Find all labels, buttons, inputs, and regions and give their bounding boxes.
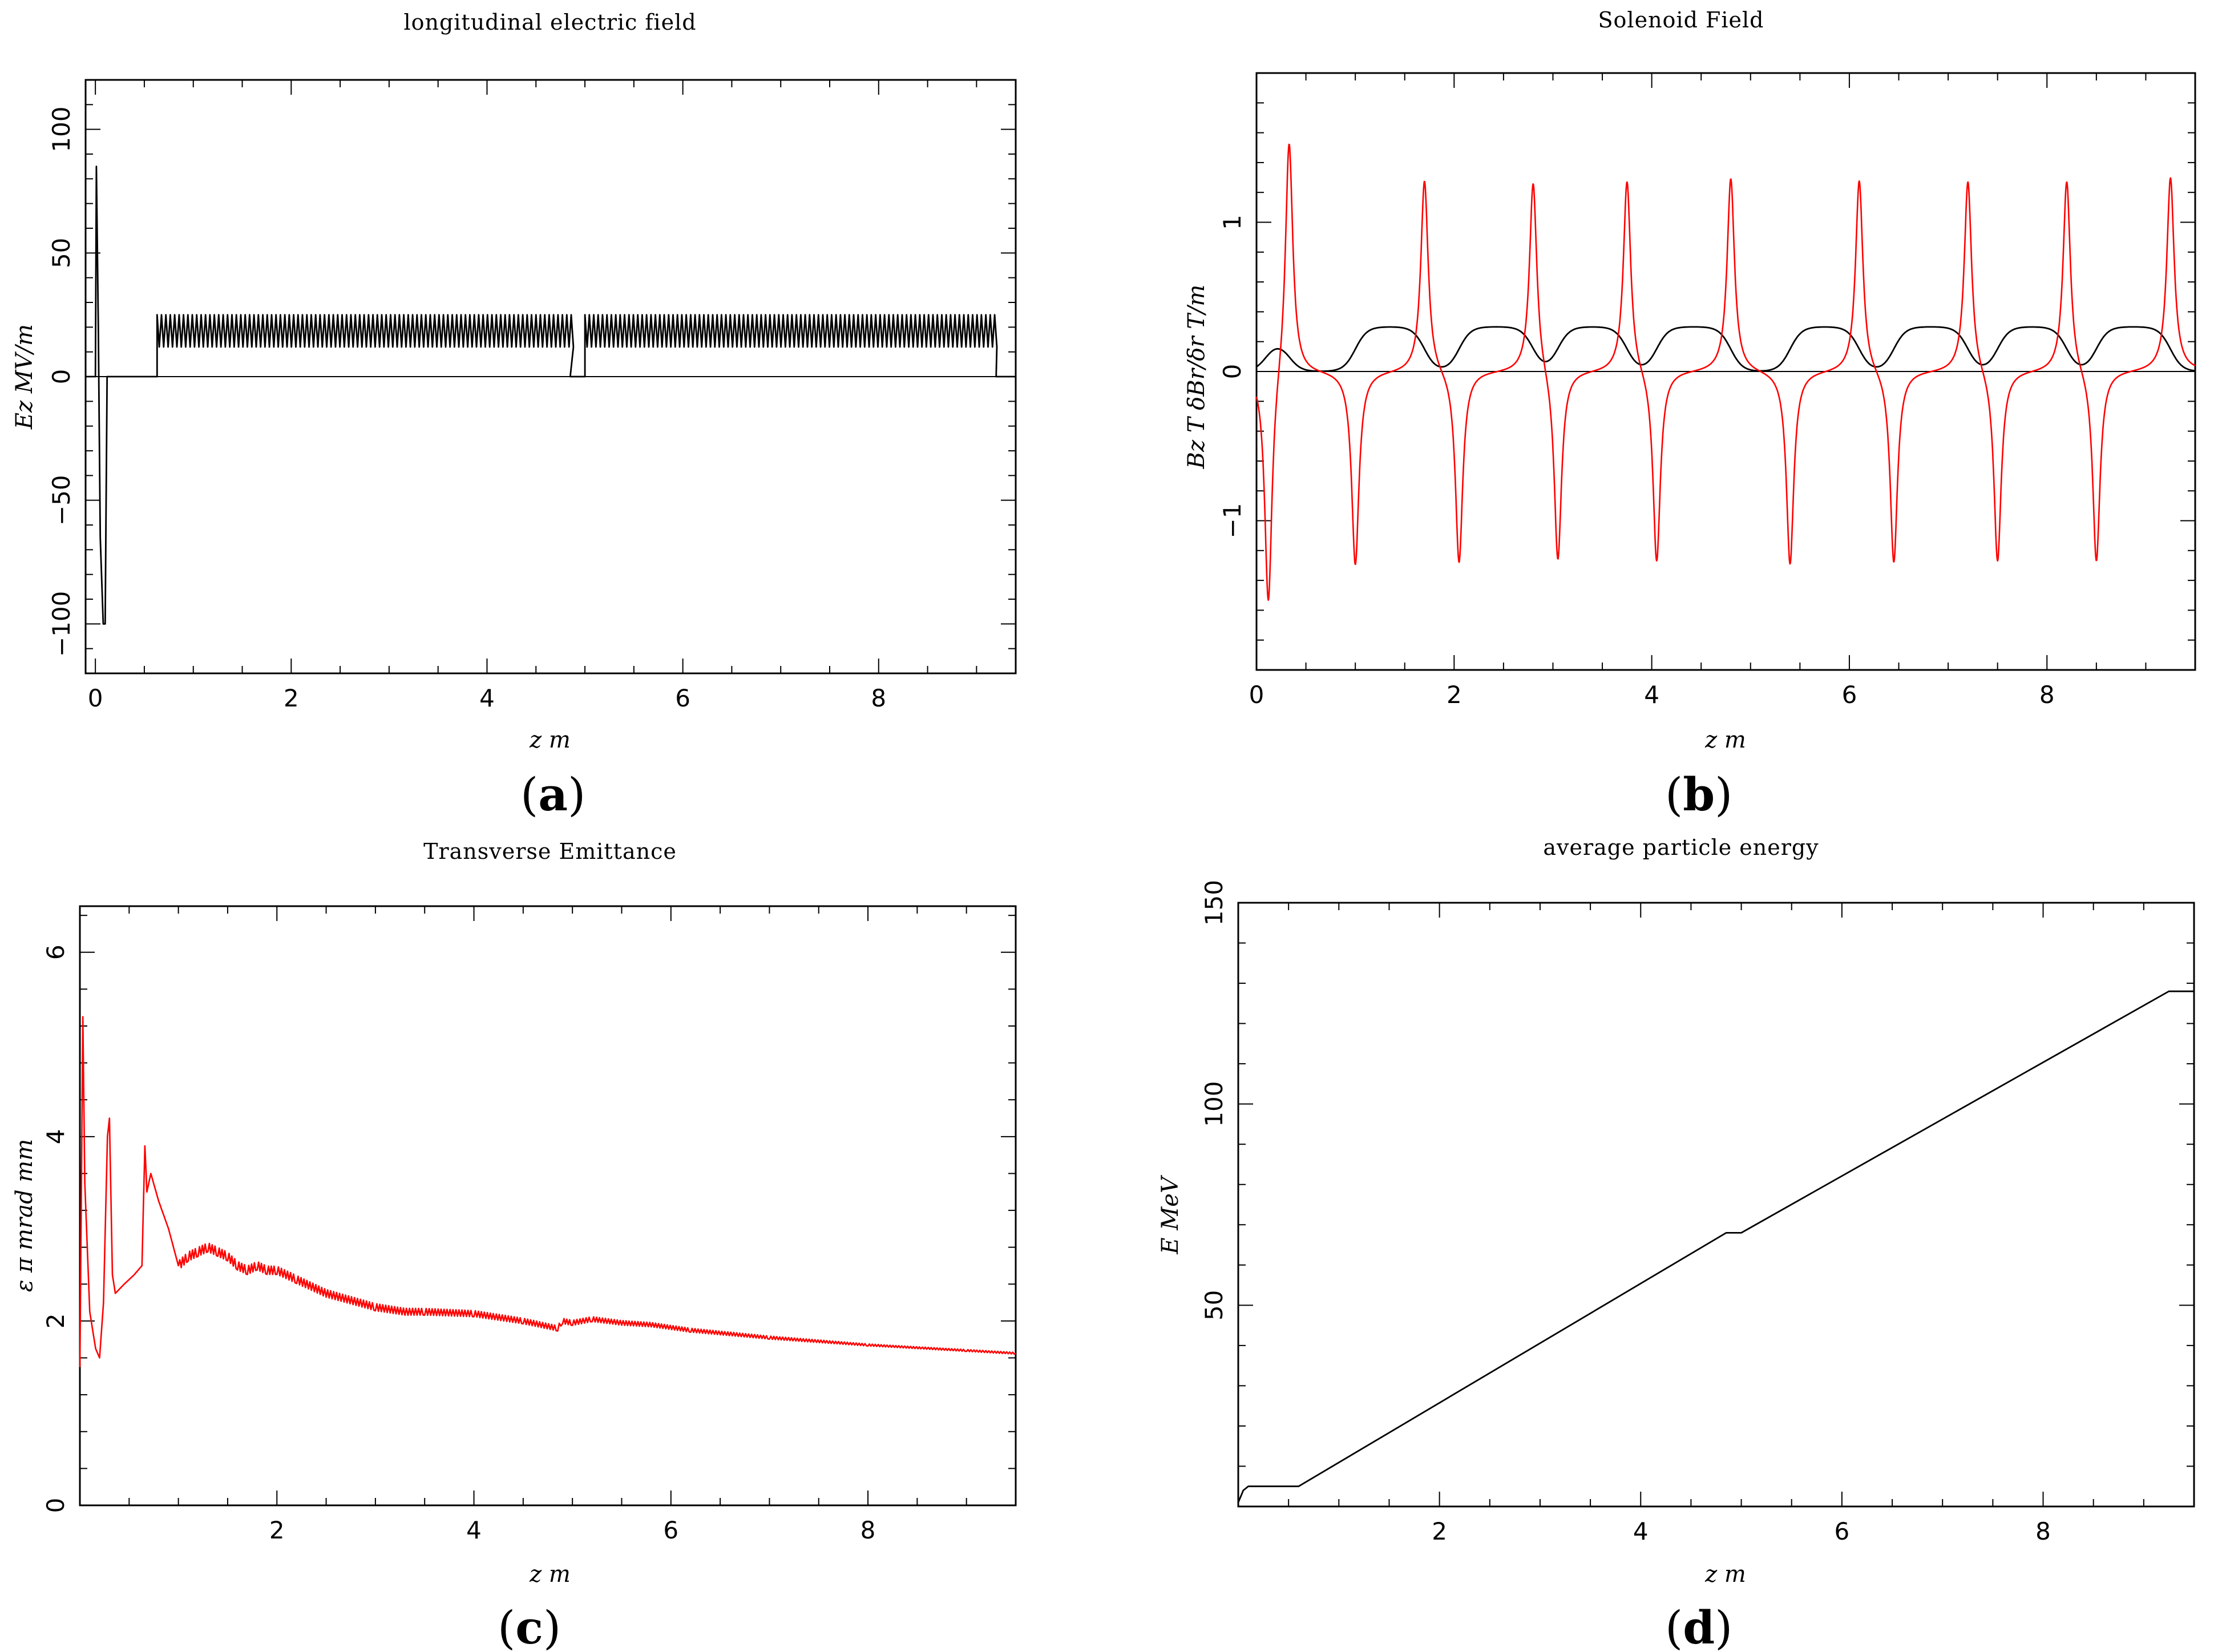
x-tick-label: 4 — [479, 684, 495, 712]
y-axis-label-c: ε π mrad mm — [11, 1139, 38, 1292]
y-tick-label: 100 — [47, 107, 75, 152]
panel-label-c: (c) — [498, 1601, 561, 1652]
y-tick-label: −100 — [47, 591, 75, 657]
x-tick-label: 2 — [269, 1516, 285, 1544]
x-tick-label: 6 — [663, 1516, 678, 1544]
x-tick-label: 8 — [2035, 1517, 2051, 1545]
panel-label-b: (b) — [1665, 768, 1732, 821]
y-tick-label: −50 — [47, 475, 75, 526]
x-tick-label: 8 — [871, 684, 886, 712]
x-tick-label: 2 — [284, 684, 299, 712]
x-tick-label: 8 — [860, 1516, 876, 1544]
y-tick-label: 1 — [1218, 215, 1246, 230]
series-line-d-0 — [1237, 990, 2194, 1503]
series-line-b-1 — [1255, 143, 2196, 601]
y-tick-label: 50 — [1200, 1290, 1228, 1320]
plot-frame-c — [79, 905, 1017, 1506]
chart-title-a: longitudinal electric field — [403, 10, 696, 35]
plot-area-a: 0 2 4 6 8 −100 −50 0 50 100 — [47, 79, 1017, 712]
panel-label-a: (a) — [520, 768, 585, 821]
x-tick-label: 4 — [1633, 1517, 1649, 1545]
x-tick-label: 6 — [1842, 681, 1857, 709]
x-axis-label-b: z m — [1704, 727, 1746, 753]
x-tick-label: 2 — [1432, 1517, 1447, 1545]
plot-area-b: 0 2 4 6 8 −1 0 1 — [1218, 72, 2196, 709]
series-line-a-0 — [86, 165, 1016, 625]
chart-title-d: average particle energy — [1543, 835, 1819, 860]
panel-letter-c: c — [515, 1601, 543, 1652]
x-tick-label: 6 — [1835, 1517, 1850, 1545]
series-line-b-0 — [1256, 326, 2196, 372]
y-tick-label: 0 — [1218, 364, 1246, 379]
y-tick-label: 0 — [47, 369, 75, 385]
panel-label-d: (d) — [1665, 1601, 1732, 1652]
panel-letter-d: d — [1683, 1601, 1715, 1652]
y-axis-label-b: Bz T δBr/δr T/m — [1183, 285, 1210, 470]
y-tick-label: 0 — [42, 1498, 70, 1513]
chart-title-c: Transverse Emittance — [423, 839, 677, 864]
panel-c: Transverse Emittance 2 4 6 8 0 2 4 6 z m ε π mr… — [11, 839, 1017, 1652]
x-axis-label-a: z m — [529, 727, 571, 753]
chart-title-b: Solenoid Field — [1598, 7, 1764, 33]
x-tick-label: 2 — [1447, 681, 1462, 709]
y-tick-label: 2 — [42, 1314, 70, 1329]
plot-area-c: 2 4 6 8 0 2 4 6 — [42, 905, 1017, 1544]
panel-a: longitudinal electric field 0 2 4 6 8 −100 −50… — [11, 10, 1017, 821]
series-line-c-0 — [79, 1016, 1016, 1367]
y-tick-label: −1 — [1218, 503, 1246, 539]
panel-letter-b: b — [1683, 768, 1715, 821]
y-tick-label: 100 — [1200, 1081, 1228, 1127]
x-tick-label: 0 — [88, 684, 103, 712]
y-tick-label: 50 — [47, 238, 75, 268]
y-tick-label: 4 — [42, 1129, 70, 1144]
x-tick-label: 6 — [675, 684, 690, 712]
x-tick-label: 8 — [2039, 681, 2055, 709]
panel-b: Solenoid Field 0 2 4 6 8 −1 0 1 z m Bz T δBr/δr… — [1183, 7, 2196, 821]
x-tick-label: 4 — [1644, 681, 1659, 709]
x-tick-label: 0 — [1249, 681, 1264, 709]
x-axis-label-d: z m — [1704, 1561, 1746, 1588]
panel-d: average particle energy 2 4 6 8 50 100 150 z m… — [1157, 835, 2195, 1652]
plot-area-d: 2 4 6 8 50 100 150 — [1200, 880, 2195, 1545]
x-axis-label-c: z m — [529, 1561, 571, 1588]
y-axis-label-a: Ez MV/m — [11, 324, 38, 430]
y-tick-label: 6 — [42, 944, 70, 960]
x-tick-label: 4 — [466, 1516, 482, 1544]
y-axis-label-d: E MeV — [1157, 1174, 1183, 1255]
panel-letter-a: a — [538, 768, 568, 821]
plot-frame-d — [1237, 902, 2195, 1508]
y-tick-label: 150 — [1200, 880, 1228, 926]
